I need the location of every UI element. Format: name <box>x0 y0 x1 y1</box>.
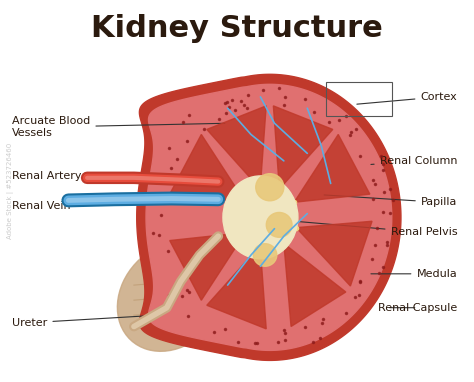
Polygon shape <box>294 134 370 202</box>
Polygon shape <box>146 84 392 350</box>
Text: Renal Capsule: Renal Capsule <box>378 303 457 313</box>
Text: Renal Column: Renal Column <box>371 156 457 166</box>
Ellipse shape <box>254 244 277 266</box>
Text: Renal Vein: Renal Vein <box>12 199 131 211</box>
Polygon shape <box>170 232 246 300</box>
Text: Renal Pelvis: Renal Pelvis <box>296 221 457 237</box>
Polygon shape <box>296 221 372 286</box>
Ellipse shape <box>223 176 298 259</box>
Ellipse shape <box>266 212 292 237</box>
Polygon shape <box>137 74 401 360</box>
Text: Adobe Stock | #523726460: Adobe Stock | #523726460 <box>8 143 15 239</box>
Text: Medula: Medula <box>371 269 457 279</box>
Polygon shape <box>207 246 266 329</box>
Ellipse shape <box>118 241 226 351</box>
Polygon shape <box>170 134 246 202</box>
Text: Kidney Structure: Kidney Structure <box>91 14 383 43</box>
Text: Ureter: Ureter <box>12 316 155 328</box>
Ellipse shape <box>256 174 284 201</box>
Text: Cortex: Cortex <box>357 92 457 104</box>
Text: Papilla: Papilla <box>324 195 457 207</box>
Text: Renal Artery: Renal Artery <box>12 171 140 181</box>
Polygon shape <box>284 243 346 327</box>
Polygon shape <box>273 106 333 189</box>
Polygon shape <box>207 106 266 189</box>
Text: Arcuate Blood
Vessels: Arcuate Blood Vessels <box>12 116 225 138</box>
